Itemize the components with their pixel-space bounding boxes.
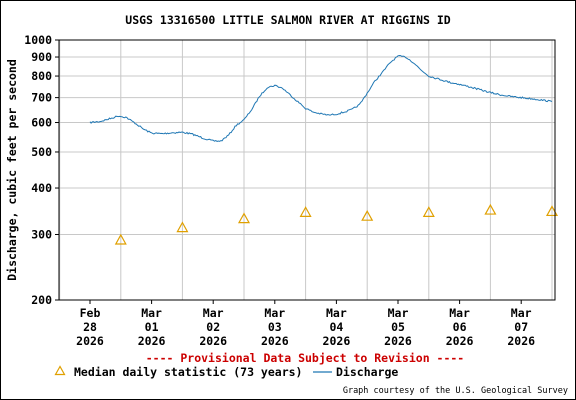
- median-marker: [299, 206, 312, 217]
- y-tick-label: 700: [31, 91, 52, 105]
- x-tick-label: Mar: [449, 306, 470, 320]
- x-tick-label: 2026: [138, 334, 166, 348]
- y-tick-label: 600: [31, 116, 52, 130]
- x-tick-label: 01: [145, 320, 159, 334]
- y-tick-label: 300: [31, 227, 52, 241]
- median-marker: [422, 206, 435, 217]
- x-tick-label: 2026: [384, 334, 412, 348]
- chart-title: USGS 13316500 LITTLE SALMON RIVER AT RIG…: [125, 13, 450, 27]
- x-tick-label: 03: [268, 320, 282, 334]
- x-tick-label: 2026: [323, 334, 351, 348]
- x-axis-ticks: Feb282026Mar012026Mar022026Mar032026Mar0…: [76, 300, 535, 348]
- x-tick-label: Mar: [511, 306, 532, 320]
- median-marker: [361, 209, 374, 221]
- x-tick-label: 2026: [76, 334, 104, 348]
- x-tick-label: Mar: [264, 306, 285, 320]
- median-marker: [176, 221, 189, 233]
- y-tick-label: 400: [31, 181, 52, 195]
- grid-lines: [59, 39, 555, 301]
- legend-median-label: Median daily statistic (73 years): [74, 365, 302, 379]
- x-tick-label: 05: [391, 320, 405, 334]
- legend-median-marker: [54, 365, 66, 376]
- x-tick-label: 06: [453, 320, 467, 334]
- usgs-credit: Graph courtesy of the U.S. Geological Su…: [343, 386, 568, 396]
- x-tick-label: 28: [83, 320, 97, 334]
- y-tick-label: 1000: [24, 33, 52, 47]
- x-tick-label: 2026: [261, 334, 289, 348]
- x-tick-label: 07: [514, 320, 528, 334]
- x-tick-label: Feb: [80, 306, 101, 320]
- provisional-notice: ---- Provisional Data Subject to Revisio…: [146, 351, 465, 365]
- series-layer: [89, 54, 559, 245]
- y-axis-label: Discharge, cubic feet per second: [5, 59, 19, 281]
- legend: Median daily statistic (73 years) Discha…: [54, 365, 398, 379]
- y-tick-label: 500: [31, 145, 52, 159]
- discharge-line: [89, 54, 553, 142]
- y-tick-label: 900: [31, 50, 52, 64]
- x-tick-label: Mar: [388, 306, 409, 320]
- y-tick-label: 200: [31, 293, 52, 307]
- median-marker: [237, 212, 251, 224]
- y-axis-ticks: 200 300 400 500 600 700 800 900 1000: [24, 33, 59, 307]
- plot-area-border: [58, 39, 556, 301]
- x-tick-label: 2026: [507, 334, 535, 348]
- legend-discharge-label: Discharge: [336, 365, 398, 379]
- x-tick-label: 04: [329, 320, 343, 334]
- x-tick-label: 02: [206, 320, 220, 334]
- x-tick-label: Mar: [203, 306, 224, 320]
- median-marker: [114, 233, 127, 245]
- x-tick-label: Mar: [141, 306, 162, 320]
- y-tick-label: 800: [31, 69, 52, 83]
- x-tick-label: 2026: [446, 334, 474, 348]
- x-tick-label: Mar: [326, 306, 347, 320]
- x-tick-label: 2026: [199, 334, 227, 348]
- median-marker: [484, 203, 497, 215]
